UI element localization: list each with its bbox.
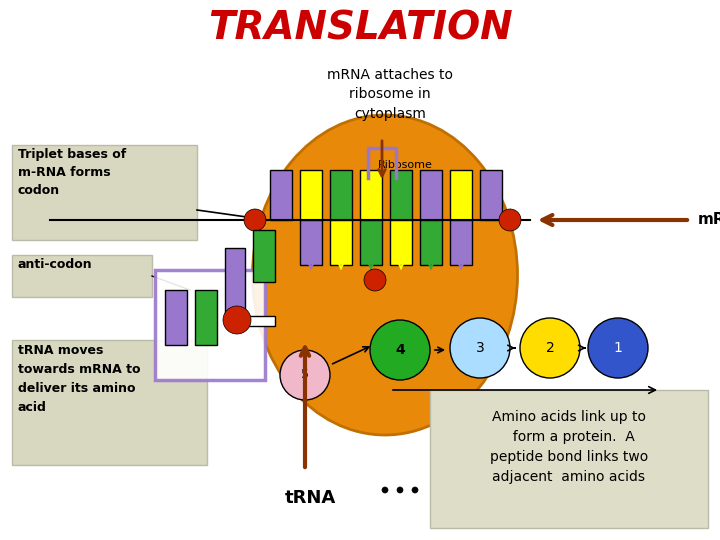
FancyBboxPatch shape [390,170,412,220]
Text: 4: 4 [395,343,405,357]
Text: 5: 5 [301,368,309,381]
Text: anti-codon: anti-codon [18,258,93,271]
Circle shape [280,350,330,400]
FancyBboxPatch shape [330,170,352,220]
Text: tRNA: tRNA [284,489,336,507]
FancyBboxPatch shape [195,290,217,345]
Circle shape [397,487,403,493]
FancyBboxPatch shape [12,255,152,297]
FancyBboxPatch shape [480,170,502,220]
FancyBboxPatch shape [330,220,352,265]
Circle shape [364,269,386,291]
FancyBboxPatch shape [225,316,275,326]
FancyBboxPatch shape [225,248,245,316]
Text: 3: 3 [476,341,485,355]
Circle shape [588,318,648,378]
FancyBboxPatch shape [360,170,382,220]
FancyBboxPatch shape [450,220,472,265]
FancyBboxPatch shape [165,290,187,345]
Circle shape [412,487,418,493]
FancyBboxPatch shape [12,340,207,465]
Text: tRNA moves
towards mRNA to
deliver its amino
acid: tRNA moves towards mRNA to deliver its a… [18,344,140,414]
Circle shape [520,318,580,378]
Text: Triplet bases of
m-RNA forms
codon: Triplet bases of m-RNA forms codon [18,148,126,197]
Circle shape [370,320,430,380]
Ellipse shape [253,115,518,435]
Circle shape [244,209,266,231]
FancyBboxPatch shape [360,220,382,265]
Text: 1: 1 [613,341,622,355]
Text: Amino acids link up to
  form a protein.  A
peptide bond links two
adjacent  ami: Amino acids link up to form a protein. A… [490,410,648,484]
FancyBboxPatch shape [155,270,265,380]
Text: mRNA: mRNA [698,213,720,227]
FancyBboxPatch shape [420,170,442,220]
Text: 2: 2 [546,341,554,355]
FancyBboxPatch shape [270,170,292,220]
FancyBboxPatch shape [12,145,197,240]
Text: Ribosome: Ribosome [377,160,433,170]
FancyBboxPatch shape [430,390,708,528]
Circle shape [450,318,510,378]
FancyBboxPatch shape [450,170,472,220]
FancyBboxPatch shape [420,220,442,265]
Circle shape [382,487,388,493]
Text: TRANSLATION: TRANSLATION [207,9,513,47]
FancyBboxPatch shape [253,230,275,282]
Text: mRNA attaches to
ribosome in
cytoplasm: mRNA attaches to ribosome in cytoplasm [327,68,453,121]
FancyBboxPatch shape [300,170,322,220]
FancyBboxPatch shape [300,220,322,265]
FancyBboxPatch shape [390,220,412,265]
Circle shape [499,209,521,231]
Circle shape [223,306,251,334]
